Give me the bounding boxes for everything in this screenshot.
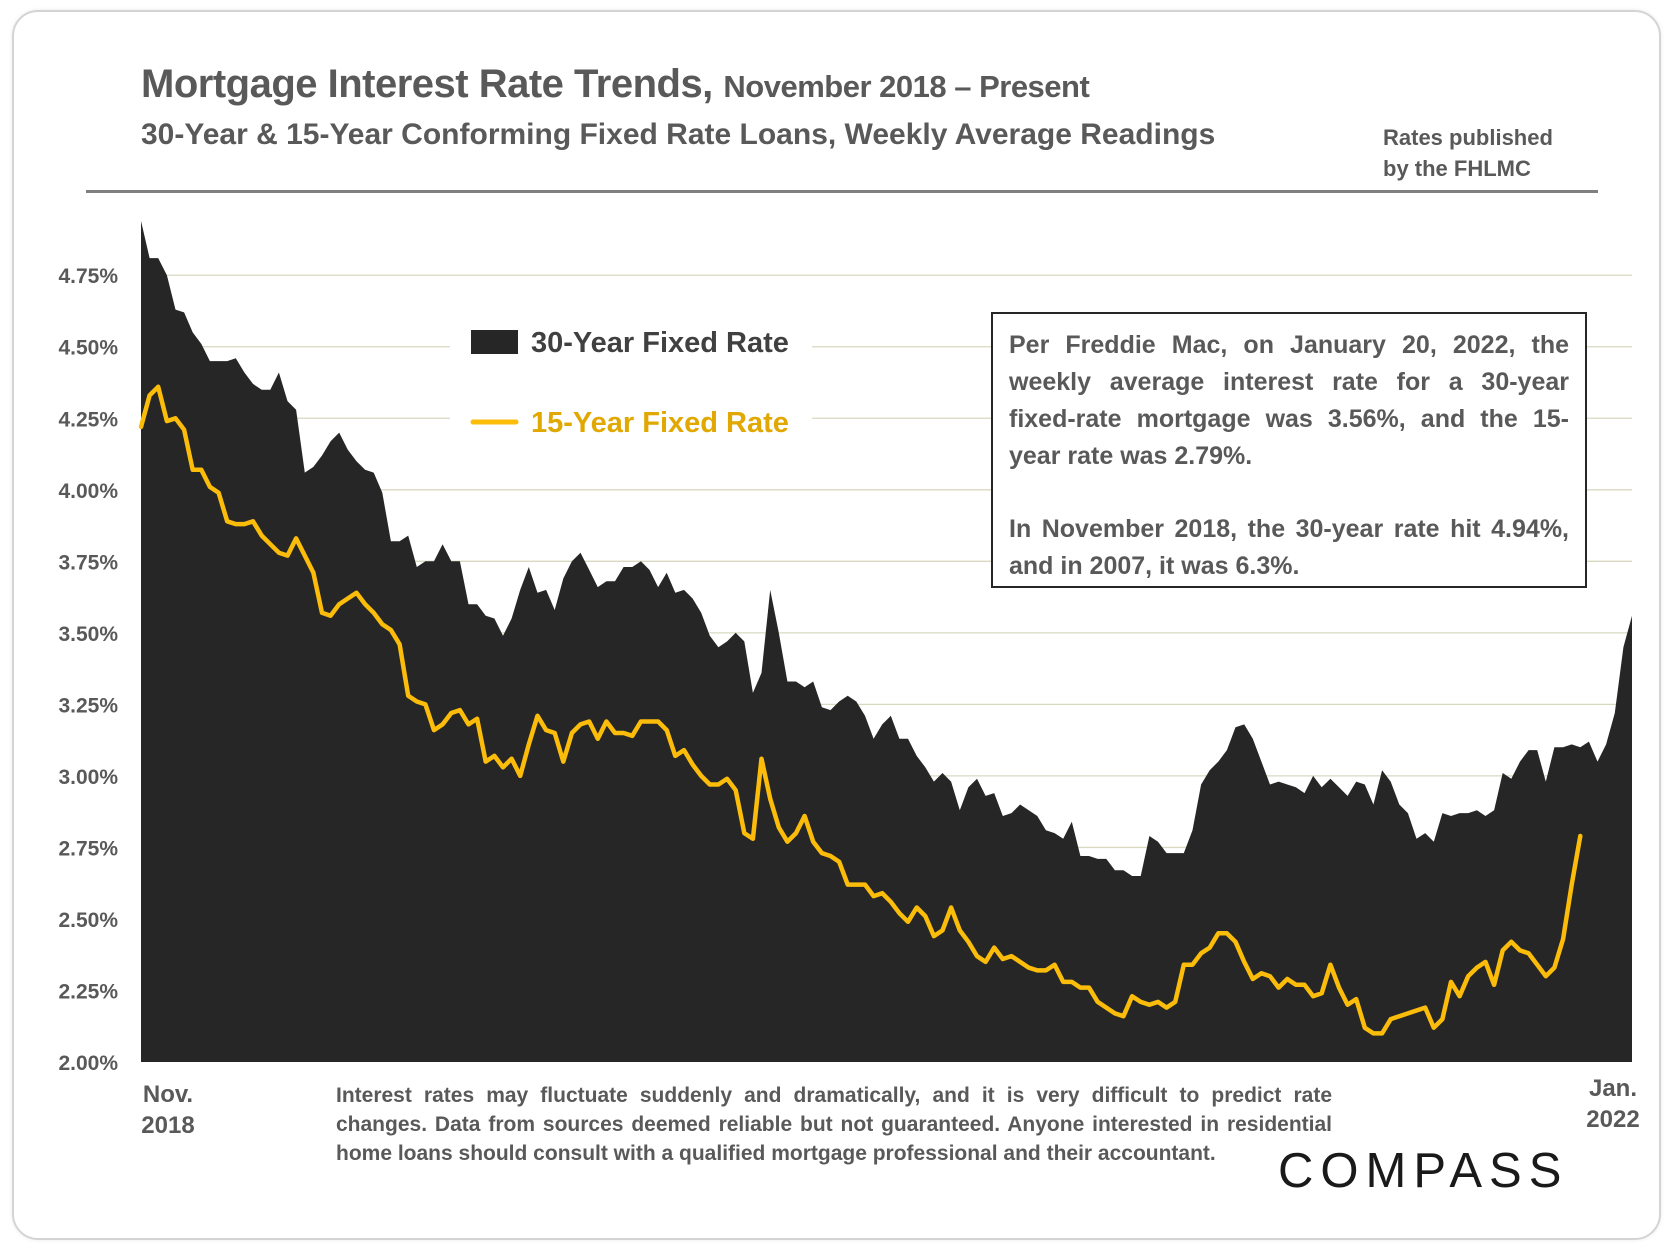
y-tick-label: 2.00%	[58, 1052, 118, 1075]
legend: 30-Year Fixed Rate 15-Year Fixed Rate	[450, 306, 812, 454]
legend-label-30-year: 30-Year Fixed Rate	[531, 327, 789, 359]
y-tick-label: 2.25%	[58, 980, 118, 1003]
source-note: Rates published by the FHLMC	[1383, 122, 1583, 184]
source-line-1: Rates published	[1383, 125, 1553, 150]
chart-title: Mortgage Interest Rate Trends, November …	[141, 62, 1090, 107]
chart-title-period: November 2018 – Present	[723, 69, 1090, 104]
annotation-paragraph-2: In November 2018, the 30-year rate hit 4…	[1009, 515, 1569, 580]
series-15-year-line	[138, 384, 1583, 1036]
disclaimer-text: Interest rates may fluctuate suddenly an…	[336, 1084, 1332, 1165]
y-tick-label: 2.50%	[58, 909, 118, 932]
y-axis-tick-labels: 2.00% 2.25% 2.50% 2.75% 3.00% 3.25% 3.50% 3.75%…	[58, 265, 118, 1075]
y-tick-label: 4.50%	[58, 337, 118, 360]
y-tick-label: 3.50%	[58, 623, 118, 646]
title-divider	[86, 190, 1598, 193]
y-tick-label: 4.75%	[58, 265, 118, 288]
x-axis-end-month: Jan.	[1588, 1075, 1638, 1102]
x-axis-end-year: 2022	[1586, 1106, 1640, 1133]
x-axis-start-label: Nov. 2018	[128, 1079, 208, 1141]
y-tick-label: 4.25%	[58, 408, 118, 431]
chart-title-main: Mortgage Interest Rate Trends,	[141, 62, 713, 106]
y-tick-label: 3.25%	[58, 694, 118, 717]
x-axis-end-label: Jan. 2022	[1573, 1073, 1653, 1135]
x-axis-start-year: 2018	[141, 1112, 195, 1139]
annotation-paragraph-1: Per Freddie Mac, on January 20, 2022, th…	[1009, 331, 1569, 470]
legend-swatch-30-year	[471, 330, 518, 354]
compass-logo: COMPASS	[1278, 1144, 1569, 1198]
y-tick-label: 4.00%	[58, 480, 118, 503]
annotation-box: Per Freddie Mac, on January 20, 2022, th…	[991, 312, 1587, 588]
legend-label-15-year: 15-Year Fixed Rate	[531, 407, 789, 439]
y-tick-label: 2.75%	[58, 837, 118, 860]
y-tick-label: 3.00%	[58, 766, 118, 789]
y-tick-label: 3.75%	[58, 551, 118, 574]
series-30-year-area	[141, 220, 1632, 1062]
source-line-2: by the FHLMC	[1383, 156, 1531, 181]
x-axis-start-month: Nov.	[142, 1081, 194, 1108]
chart-subtitle: 30-Year & 15-Year Conforming Fixed Rate …	[141, 118, 1216, 151]
